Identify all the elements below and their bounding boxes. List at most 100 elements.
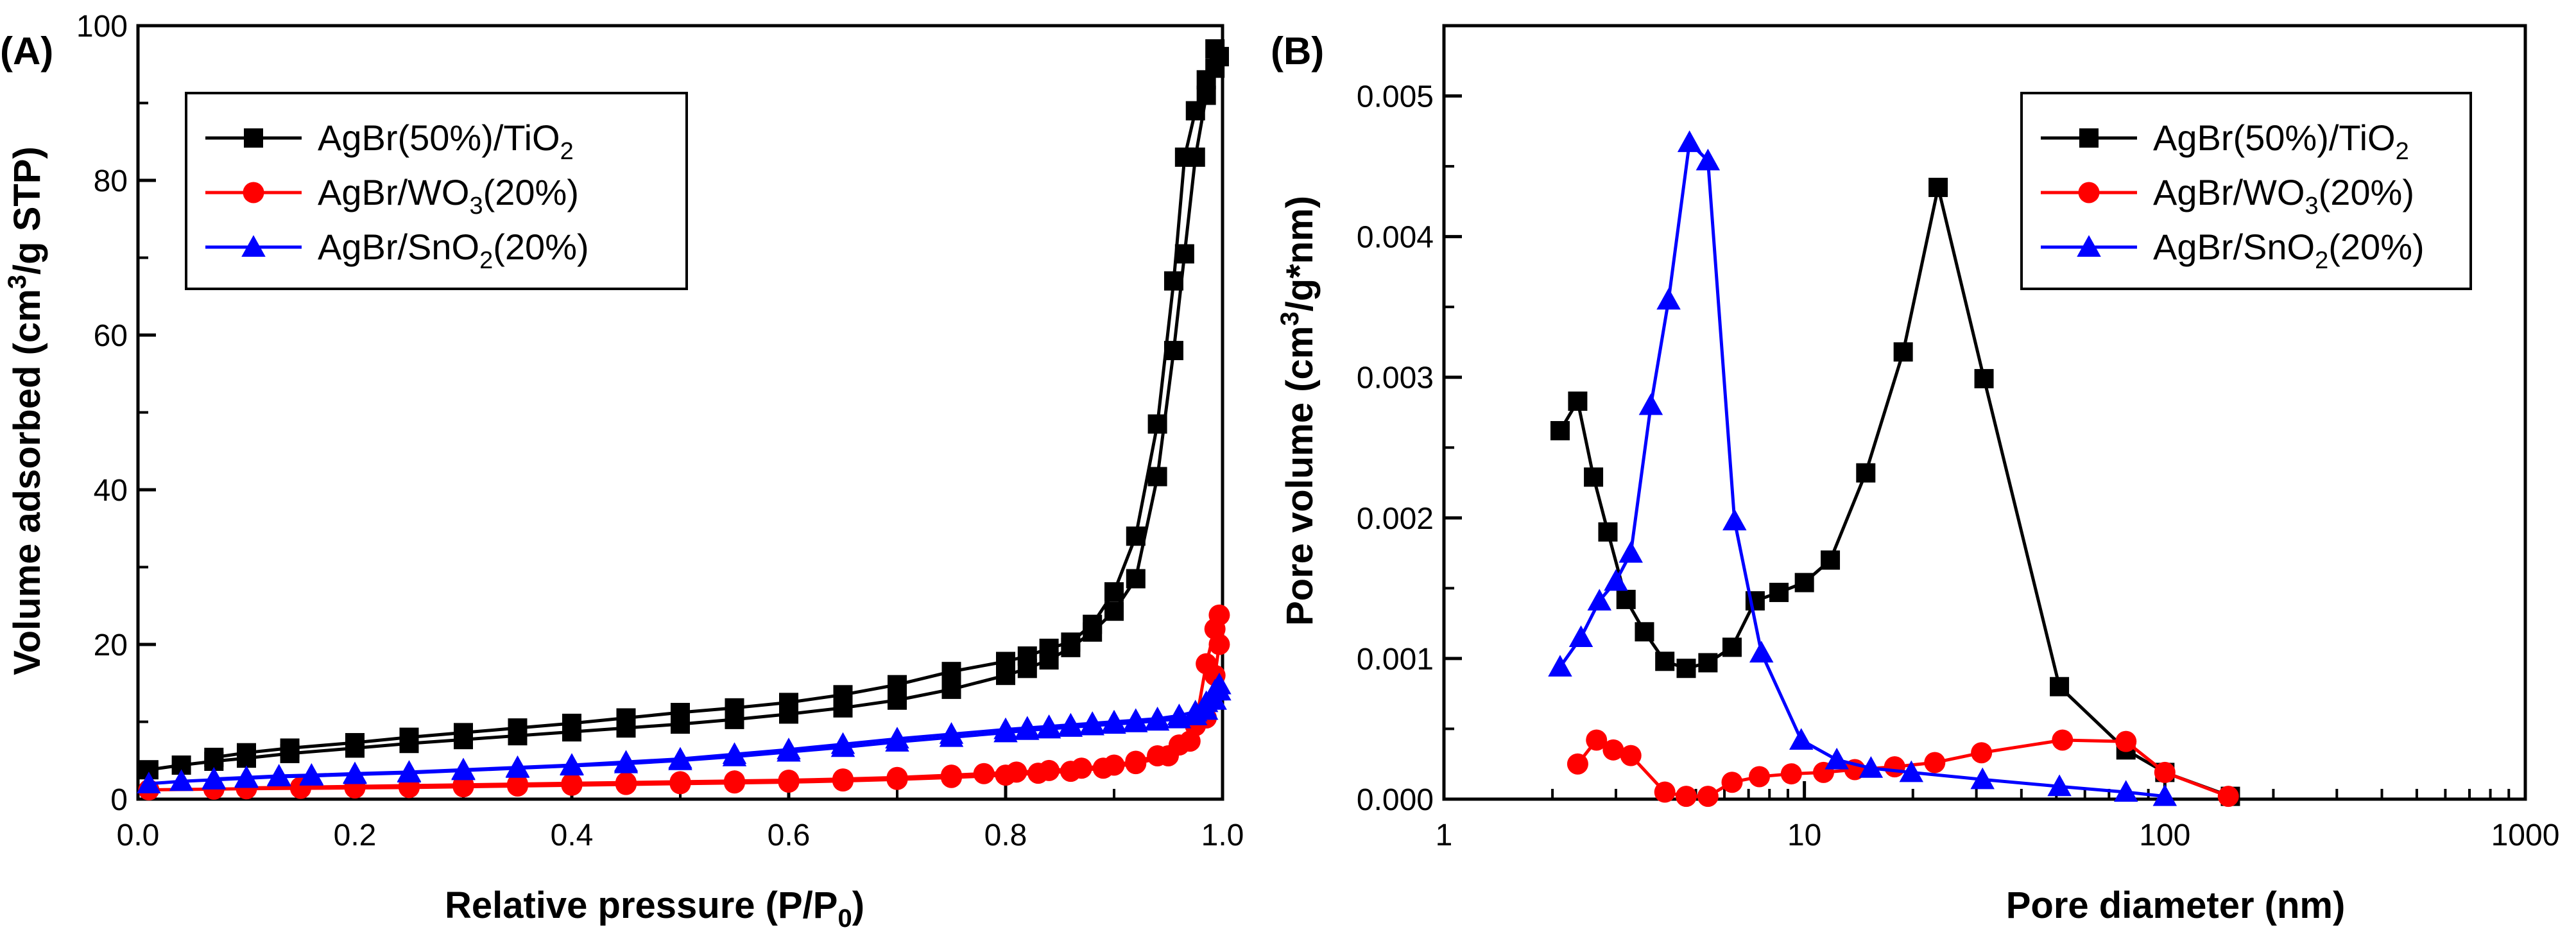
data-point <box>1859 756 1884 778</box>
data-point <box>1061 632 1081 652</box>
legend-label-sub: 3 <box>2305 193 2318 220</box>
data-point <box>832 768 854 790</box>
data-point <box>1584 467 1604 487</box>
legend-label: AgBr/WO3(20%) <box>318 172 579 220</box>
data-point <box>1789 728 1814 750</box>
chart-b-ylabel-tail: /g*nm) <box>1279 196 1321 311</box>
data-point <box>1147 414 1167 434</box>
data-point <box>2113 780 2138 802</box>
plot-frame <box>1442 24 2527 801</box>
x-tick-label: 100 <box>2139 818 2190 852</box>
legend-marker <box>241 235 266 257</box>
data-point <box>1616 589 1636 609</box>
chart-b-ylabel-sup: 3 <box>1276 311 1304 325</box>
data-point <box>1125 750 1147 772</box>
data-point <box>1080 711 1104 733</box>
data-point <box>1147 467 1167 487</box>
legend-label: AgBr(50%)/TiO2 <box>318 117 574 165</box>
data-point <box>1163 271 1183 291</box>
data-point <box>1104 582 1124 602</box>
data-point <box>1550 420 1570 440</box>
legend-label-sub: 3 <box>469 193 483 220</box>
data-point <box>1722 637 1742 657</box>
chart-a-series <box>137 39 1232 801</box>
x-tick-label: 1.0 <box>1201 818 1244 852</box>
chart-a-axes: 0.0 0.2 0.4 0.6 0.8 1.0 0 20 40 60 80 100 <box>76 10 1244 852</box>
chart-a-ylabel-tail: /g STP) <box>6 146 48 275</box>
data-point <box>1058 712 1083 735</box>
chart-b-legend: AgBr(50%)/TiO2AgBr/WO3(20%)AgBr/SnO2(20%… <box>2020 92 2472 290</box>
data-point <box>1548 655 1572 677</box>
data-point <box>1794 573 1814 592</box>
data-point <box>779 693 798 712</box>
chart-b-x-axis-title: Pore diameter (nm) <box>2006 885 2346 926</box>
legend-marker <box>244 128 263 148</box>
chart-b-axes: 1 10 100 1000 0.000 0.001 0.002 0.003 0.004 0.005 <box>1357 24 2559 852</box>
data-point <box>507 773 528 795</box>
series-square <box>139 39 1229 780</box>
legend-label-sub: 2 <box>2396 138 2409 165</box>
data-point <box>397 760 422 782</box>
chart-a-legend: AgBr(50%)/TiO2AgBr/WO3(20%)AgBr/SnO2(20%… <box>185 92 688 290</box>
y-tick-label: 20 <box>94 628 128 662</box>
data-point <box>1185 101 1205 121</box>
chart-a-xlabel-tail: ) <box>852 885 864 926</box>
data-point <box>1587 589 1612 611</box>
data-point <box>1748 766 1770 788</box>
data-point <box>615 772 637 793</box>
data-point <box>777 738 801 759</box>
data-point <box>1126 569 1146 589</box>
data-point <box>1635 622 1654 642</box>
series-triangle <box>137 672 1232 793</box>
chart-a-xlabel-sub: 0 <box>837 904 852 933</box>
data-point <box>562 713 581 733</box>
data-point <box>1677 130 1702 152</box>
data-point <box>1103 754 1125 776</box>
data-point <box>722 742 747 764</box>
data-point <box>561 772 583 794</box>
data-point <box>724 770 745 792</box>
data-point <box>1083 614 1103 634</box>
data-point <box>2115 730 2137 752</box>
chart-a-x-axis-title: Relative pressure (P/P0) <box>445 885 864 933</box>
x-tick-label: 1 <box>1436 818 1453 852</box>
y-tick-label: 60 <box>94 319 128 353</box>
data-point <box>1036 714 1061 736</box>
legend-marker <box>243 182 264 203</box>
legend-label-main: AgBr/SnO <box>318 227 479 267</box>
y-tick-label: 0.005 <box>1357 80 1434 114</box>
data-point <box>1821 550 1841 570</box>
data-point <box>1619 540 1643 563</box>
data-point <box>1168 734 1190 756</box>
data-point <box>1126 526 1146 546</box>
y-tick-label: 0.004 <box>1357 221 1434 255</box>
data-point <box>1196 653 1217 675</box>
data-point <box>1928 177 1948 197</box>
data-point <box>1174 244 1194 264</box>
data-point <box>169 769 194 791</box>
legend-label-sub: 2 <box>2315 247 2328 274</box>
data-point <box>1586 729 1608 751</box>
data-point <box>1696 148 1721 171</box>
x-tick-label: 0.6 <box>768 818 811 852</box>
data-point <box>343 761 367 784</box>
data-point <box>1654 781 1676 803</box>
data-point <box>451 757 476 780</box>
y-tick-label: 0.002 <box>1357 502 1434 536</box>
data-point <box>299 763 324 785</box>
chart-a-ylabel-main: Volume adsorbed (cm <box>6 289 48 675</box>
data-point <box>973 763 995 784</box>
data-point <box>1039 639 1059 659</box>
legend-label-main: AgBr(50%)/TiO <box>318 117 560 158</box>
data-point <box>1102 709 1126 732</box>
data-point <box>1567 753 1588 775</box>
legend-label-tail: (20%) <box>2319 172 2414 212</box>
data-point <box>1676 659 1696 678</box>
data-point <box>1769 582 1789 602</box>
x-tick-label: 0.0 <box>117 818 160 852</box>
data-point <box>1203 678 1227 701</box>
data-point <box>1825 747 1849 770</box>
chart-b-series <box>1548 130 2240 807</box>
data-point <box>508 718 528 738</box>
